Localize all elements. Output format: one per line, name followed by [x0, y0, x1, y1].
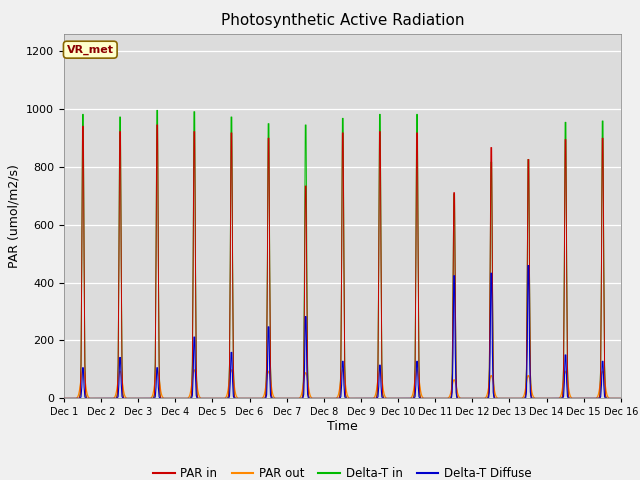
- Legend: PAR in, PAR out, Delta-T in, Delta-T Diffuse: PAR in, PAR out, Delta-T in, Delta-T Dif…: [148, 463, 536, 480]
- Title: Photosynthetic Active Radiation: Photosynthetic Active Radiation: [221, 13, 464, 28]
- Y-axis label: PAR (umol/m2/s): PAR (umol/m2/s): [8, 164, 20, 268]
- Text: VR_met: VR_met: [67, 45, 114, 55]
- X-axis label: Time: Time: [327, 420, 358, 433]
